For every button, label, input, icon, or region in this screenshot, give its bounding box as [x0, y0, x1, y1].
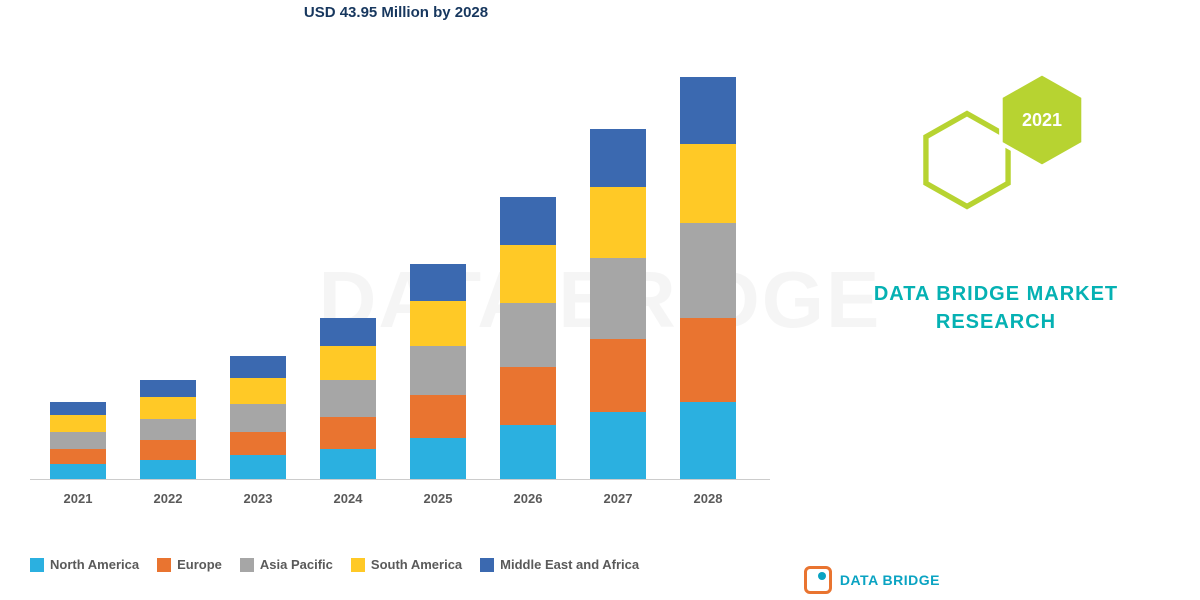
- segment-middle-east-and-africa: [50, 402, 106, 415]
- segment-europe: [320, 417, 376, 449]
- x-label-2025: 2025: [424, 491, 453, 506]
- segment-europe: [140, 440, 196, 459]
- segment-asia-pacific: [680, 223, 736, 318]
- segment-south-america: [680, 144, 736, 224]
- segment-middle-east-and-africa: [320, 318, 376, 346]
- segment-middle-east-and-africa: [140, 380, 196, 397]
- segment-middle-east-and-africa: [410, 264, 466, 301]
- segment-north-america: [320, 449, 376, 479]
- bar-2026: [500, 197, 556, 479]
- legend-label: South America: [371, 557, 462, 572]
- brand-line-2: RESEARCH: [792, 308, 1200, 336]
- legend-label: North America: [50, 557, 139, 572]
- legend-item-asia-pacific: Asia Pacific: [240, 557, 333, 572]
- x-label-2022: 2022: [154, 491, 183, 506]
- legend-label: Middle East and Africa: [500, 557, 639, 572]
- segment-south-america: [410, 301, 466, 346]
- segment-europe: [590, 339, 646, 412]
- legend-item-middle-east-and-africa: Middle East and Africa: [480, 557, 639, 572]
- legend-item-south-america: South America: [351, 557, 462, 572]
- x-label-2024: 2024: [334, 491, 363, 506]
- legend-label: Asia Pacific: [260, 557, 333, 572]
- footer-logo-text: DATA BRIDGE: [840, 572, 940, 588]
- segment-north-america: [410, 438, 466, 479]
- chart-x-axis: 2021 2022 2023 2024 2025 2026 2027 2028: [30, 484, 770, 510]
- segment-middle-east-and-africa: [590, 129, 646, 187]
- segment-south-america: [320, 346, 376, 380]
- x-label-2026: 2026: [514, 491, 543, 506]
- legend-swatch: [480, 558, 494, 572]
- bar-2022: [140, 380, 196, 479]
- segment-europe: [680, 318, 736, 402]
- segment-south-america: [500, 245, 556, 303]
- legend-swatch: [157, 558, 171, 572]
- segment-north-america: [500, 425, 556, 479]
- legend-swatch: [240, 558, 254, 572]
- segment-north-america: [590, 412, 646, 479]
- segment-europe: [230, 432, 286, 456]
- bar-2027: [590, 129, 646, 479]
- legend-item-north-america: North America: [30, 557, 139, 572]
- segment-north-america: [50, 464, 106, 479]
- segment-asia-pacific: [140, 419, 196, 441]
- right-info-panel: 2028 2021 DATA BRIDGE MARKET RESEARCH: [792, 0, 1200, 600]
- bar-2023: [230, 356, 286, 479]
- bar-2025: [410, 264, 466, 479]
- segment-north-america: [230, 455, 286, 479]
- segment-middle-east-and-africa: [230, 356, 286, 378]
- chart-plot-area: [30, 50, 770, 480]
- x-label-2027: 2027: [604, 491, 633, 506]
- segment-asia-pacific: [320, 380, 376, 417]
- hexagon-badges: 2028 2021: [792, 70, 1200, 250]
- segment-asia-pacific: [230, 404, 286, 432]
- segment-asia-pacific: [50, 432, 106, 449]
- brand-line-1: DATA BRIDGE MARKET: [792, 280, 1200, 308]
- x-label-2028: 2028: [694, 491, 723, 506]
- x-label-2023: 2023: [244, 491, 273, 506]
- legend-item-europe: Europe: [157, 557, 222, 572]
- hexagon-2021-label: 2021: [1022, 110, 1062, 131]
- hexagon-2028-label: 2028: [947, 150, 987, 171]
- bar-2021: [50, 402, 106, 479]
- segment-asia-pacific: [500, 303, 556, 368]
- x-label-2021: 2021: [64, 491, 93, 506]
- stacked-bar-chart: 2021 2022 2023 2024 2025 2026 2027 2028: [30, 50, 770, 510]
- segment-south-america: [50, 415, 106, 432]
- bar-2028: [680, 77, 736, 479]
- segment-south-america: [230, 378, 286, 404]
- hexagon-2021: 2021: [997, 70, 1087, 170]
- bar-2024: [320, 318, 376, 479]
- legend-swatch: [351, 558, 365, 572]
- footer-logo-icon: [804, 566, 832, 594]
- segment-asia-pacific: [410, 346, 466, 395]
- segment-north-america: [140, 460, 196, 479]
- footer-logo: DATA BRIDGE: [804, 566, 940, 594]
- chart-legend: North America Europe Asia Pacific South Ame…: [30, 557, 770, 572]
- segment-middle-east-and-africa: [500, 197, 556, 244]
- segment-europe: [410, 395, 466, 438]
- legend-swatch: [30, 558, 44, 572]
- segment-europe: [500, 367, 556, 425]
- segment-south-america: [140, 397, 196, 419]
- segment-middle-east-and-africa: [680, 77, 736, 144]
- segment-south-america: [590, 187, 646, 258]
- segment-asia-pacific: [590, 258, 646, 340]
- segment-north-america: [680, 402, 736, 479]
- legend-label: Europe: [177, 557, 222, 572]
- header-title-left: USD 43.95 Million by 2028: [0, 0, 792, 40]
- brand-label: DATA BRIDGE MARKET RESEARCH: [792, 280, 1200, 336]
- segment-europe: [50, 449, 106, 464]
